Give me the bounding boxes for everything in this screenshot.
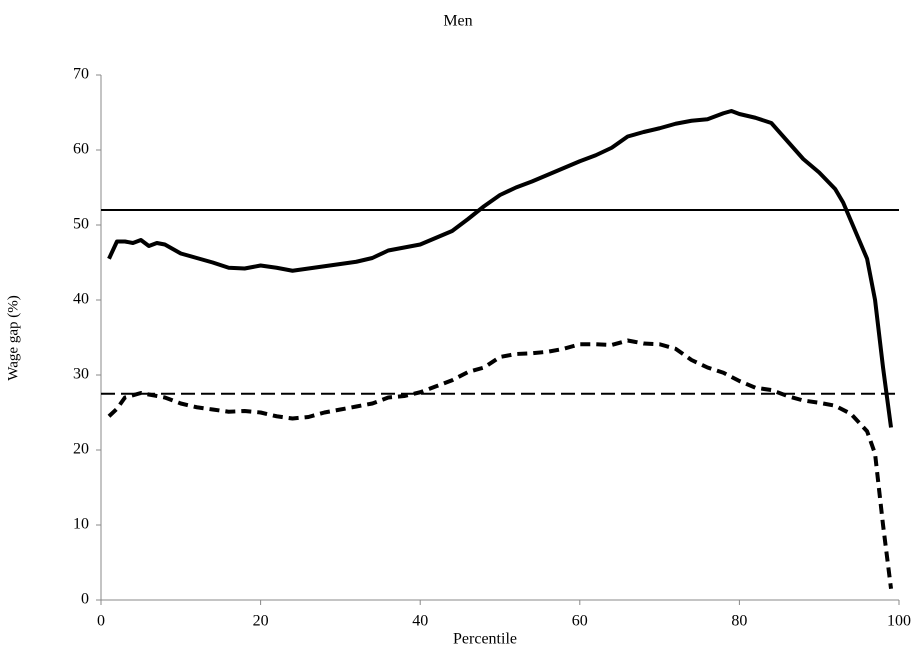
y-tick-label: 70 bbox=[73, 66, 89, 83]
y-axis-label: Wage gap (%) bbox=[5, 295, 21, 380]
y-tick-label: 20 bbox=[73, 441, 89, 458]
data-line bbox=[107, 338, 894, 589]
data-line bbox=[107, 109, 894, 428]
x-tick-label: 40 bbox=[412, 613, 428, 630]
x-tick-label: 0 bbox=[97, 613, 105, 630]
y-tick-label: 0 bbox=[81, 591, 89, 608]
y-tick-label: 10 bbox=[73, 516, 89, 533]
x-tick-label: 80 bbox=[731, 613, 747, 630]
x-tick-label: 60 bbox=[572, 613, 588, 630]
x-axis-label: Percentile bbox=[453, 631, 517, 648]
y-tick-label: 50 bbox=[73, 216, 89, 233]
y-tick-label: 60 bbox=[73, 141, 89, 158]
y-tick-label: 40 bbox=[73, 291, 89, 308]
y-tick-label: 30 bbox=[73, 366, 89, 383]
x-tick-label: 100 bbox=[887, 613, 911, 630]
x-tick-label: 20 bbox=[253, 613, 269, 630]
chart-title: Men bbox=[443, 13, 472, 30]
